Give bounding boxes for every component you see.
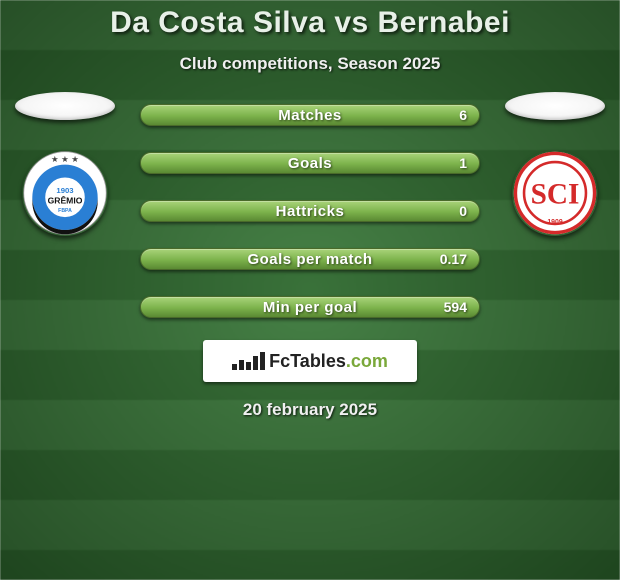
right-player-column: SCI 1909 bbox=[500, 92, 610, 236]
svg-text:1909: 1909 bbox=[547, 219, 562, 226]
right-player-placeholder bbox=[505, 92, 605, 120]
stat-label: Goals per match bbox=[247, 251, 372, 268]
svg-text:1903: 1903 bbox=[56, 186, 74, 195]
stat-value: 6 bbox=[459, 107, 467, 123]
stat-bar-goals: Goals 1 bbox=[140, 152, 480, 174]
svg-text:FBPA: FBPA bbox=[58, 208, 72, 214]
right-crest-monogram: SCI bbox=[531, 178, 580, 210]
left-player-placeholder bbox=[15, 92, 115, 120]
date-text: 20 february 2025 bbox=[243, 400, 377, 420]
watermark-text: FcTables.com bbox=[269, 351, 388, 372]
right-team-crest: SCI 1909 bbox=[512, 150, 598, 236]
watermark-suffix: .com bbox=[346, 351, 388, 371]
stat-label: Min per goal bbox=[263, 299, 357, 316]
left-crest-text: GRÊMIO bbox=[48, 194, 83, 205]
stat-label: Goals bbox=[288, 155, 332, 172]
comparison-section: ★ ★ ★ 1903 GRÊMIO FBPA Matches 6 Goals 1 bbox=[0, 104, 620, 318]
stat-value: 0 bbox=[459, 203, 467, 219]
stat-bar-goals-per-match: Goals per match 0.17 bbox=[140, 248, 480, 270]
stat-bar-hattricks: Hattricks 0 bbox=[140, 200, 480, 222]
content-wrapper: Da Costa Silva vs Bernabei Club competit… bbox=[0, 0, 620, 580]
page-title: Da Costa Silva vs Bernabei bbox=[110, 6, 510, 40]
stat-label: Hattricks bbox=[276, 203, 345, 220]
svg-text:★ ★ ★: ★ ★ ★ bbox=[51, 154, 79, 164]
fctables-watermark: FcTables.com bbox=[203, 340, 417, 382]
stat-value: 0.17 bbox=[440, 251, 467, 267]
stat-label: Matches bbox=[278, 107, 342, 124]
left-player-column: ★ ★ ★ 1903 GRÊMIO FBPA bbox=[10, 92, 120, 236]
stat-bar-min-per-goal: Min per goal 594 bbox=[140, 296, 480, 318]
subtitle: Club competitions, Season 2025 bbox=[180, 54, 441, 74]
stat-value: 594 bbox=[444, 299, 467, 315]
left-team-crest: ★ ★ ★ 1903 GRÊMIO FBPA bbox=[22, 150, 108, 236]
stat-bars: Matches 6 Goals 1 Hattricks 0 Goals per … bbox=[140, 104, 480, 318]
stat-value: 1 bbox=[459, 155, 467, 171]
stat-bar-matches: Matches 6 bbox=[140, 104, 480, 126]
bar-chart-icon bbox=[232, 352, 265, 370]
watermark-main: FcTables bbox=[269, 351, 346, 371]
